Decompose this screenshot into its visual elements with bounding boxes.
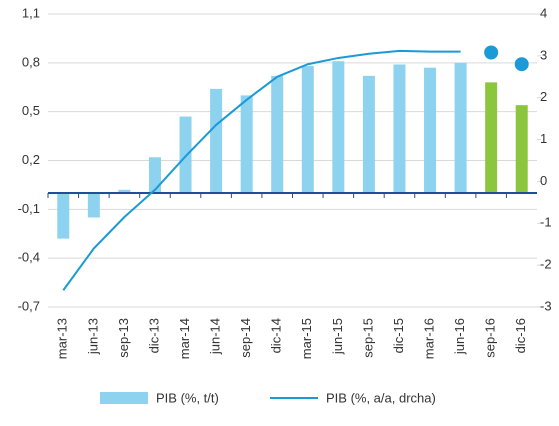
bar [301,66,314,194]
legend-swatch [100,392,148,404]
x-tick-label: mar-16 [421,318,436,359]
bar [454,62,467,194]
y2-tick-label: -2 [540,257,552,272]
y2-tick-label: -3 [540,298,552,313]
forecast-point [514,57,529,72]
x-tick-label: sep-13 [116,318,131,358]
bar [57,193,70,239]
y-tick-label: 0,5 [22,103,40,118]
x-tick-label: mar-13 [55,318,70,359]
legend-label: PIB (%, a/a, drcha) [326,390,436,405]
x-tick-label: sep-16 [483,318,498,358]
x-tick-label: sep-14 [238,318,253,358]
bar [424,67,437,194]
x-tick-label: mar-14 [177,318,192,359]
legend-label: PIB (%, t/t) [156,390,219,405]
y2-tick-label: 0 [540,173,547,188]
x-tick-label: jun-13 [85,318,100,355]
x-tick-label: dic-13 [146,318,161,353]
bar [118,189,131,194]
y-tick-label: -0,4 [18,250,40,265]
x-tick-label: dic-16 [513,318,528,353]
bar [210,88,223,194]
y-tick-label: 1,1 [22,5,40,20]
bar [515,105,528,194]
x-tick-label: dic-15 [391,318,406,353]
x-tick-label: dic-14 [269,318,284,353]
y-tick-label: 0,2 [22,152,40,167]
y2-tick-label: 3 [540,47,547,62]
x-tick-label: jun-15 [330,318,345,355]
y-tick-label: -0,7 [18,298,40,313]
bar [485,82,498,194]
bar [87,193,100,218]
x-tick-label: mar-15 [299,318,314,359]
y2-tick-label: 1 [540,131,547,146]
bar [179,116,192,194]
bar [362,75,375,194]
y-tick-label: 0,8 [22,54,40,69]
bar [271,75,284,194]
y2-tick-label: 4 [540,5,547,20]
bar [240,95,253,194]
forecast-point [484,45,499,60]
y2-tick-label: 2 [540,89,547,104]
y-tick-label: -0,1 [18,201,40,216]
x-tick-label: sep-15 [360,318,375,358]
line [62,49,461,291]
x-tick-label: jun-16 [452,318,467,355]
y2-tick-label: -1 [540,215,552,230]
bar [332,61,345,194]
bar [393,64,406,194]
bar [148,157,161,194]
x-tick-label: jun-14 [208,318,223,355]
